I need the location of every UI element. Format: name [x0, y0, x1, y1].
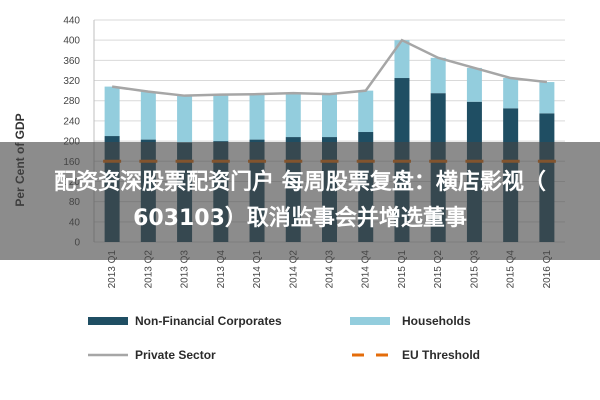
x-tick-label: 2015 Q3 [469, 250, 480, 289]
banner-line-1: 配资资深股票配资门户 每周股票复盘：横店影视（ [54, 170, 546, 195]
y-tick-label: 240 [63, 116, 80, 127]
bar-households [430, 57, 446, 94]
bar-households [140, 91, 156, 140]
x-tick-label: 2013 Q1 [107, 250, 118, 289]
bar-households [466, 67, 482, 102]
x-tick-label: 2015 Q1 [397, 250, 408, 289]
legend-swatch-non-financial-corporates [88, 317, 128, 325]
legend-label-eu-threshold: EU Threshold [402, 348, 480, 362]
x-tick-label: 2015 Q4 [506, 250, 517, 289]
legend-label-private-sector: Private Sector [135, 348, 216, 362]
bar-households [358, 90, 374, 133]
banner-line-2: 603103）取消监事会并增选董事 [133, 206, 467, 231]
y-tick-label: 360 [63, 56, 80, 67]
y-tick-label: 400 [63, 36, 80, 47]
bar-households [322, 94, 337, 138]
x-tick-label: 2014 Q2 [288, 250, 299, 289]
x-tick-label: 2013 Q4 [216, 250, 227, 289]
x-tick-label: 2013 Q2 [143, 250, 154, 289]
x-tick-label: 2016 Q1 [542, 250, 553, 289]
bar-households [285, 93, 301, 138]
legend-swatch-households [350, 317, 390, 325]
bar-households [503, 78, 519, 109]
x-tick-label: 2014 Q1 [252, 250, 263, 289]
bar-households [213, 94, 229, 142]
y-tick-label: 440 [63, 16, 80, 27]
overlay-banner: 配资资深股票配资门户 每周股票复盘：横店影视（ 603103）取消监事会并增选董… [0, 142, 600, 260]
y-tick-label: 280 [63, 96, 80, 107]
legend-label-households: Households [402, 314, 471, 328]
legend-label-non-financial-corporates: Non-Financial Corporates [135, 314, 282, 328]
y-tick-label: 320 [63, 76, 80, 87]
banner-headline[interactable]: 配资资深股票配资门户 每周股票复盘：横店影视（ 603103）取消监事会并增选董… [10, 165, 590, 237]
x-tick-label: 2015 Q2 [433, 250, 444, 289]
x-tick-label: 2014 Q3 [325, 250, 336, 289]
x-tick-label: 2014 Q4 [361, 250, 372, 289]
bar-households [177, 95, 193, 143]
x-tick-label: 2013 Q3 [180, 250, 191, 289]
bar-households [249, 94, 265, 140]
legend: Non-Financial Corporates Households Privat… [88, 314, 480, 362]
bar-households [539, 82, 555, 114]
bar-households [394, 40, 410, 79]
bar-households [104, 86, 120, 137]
